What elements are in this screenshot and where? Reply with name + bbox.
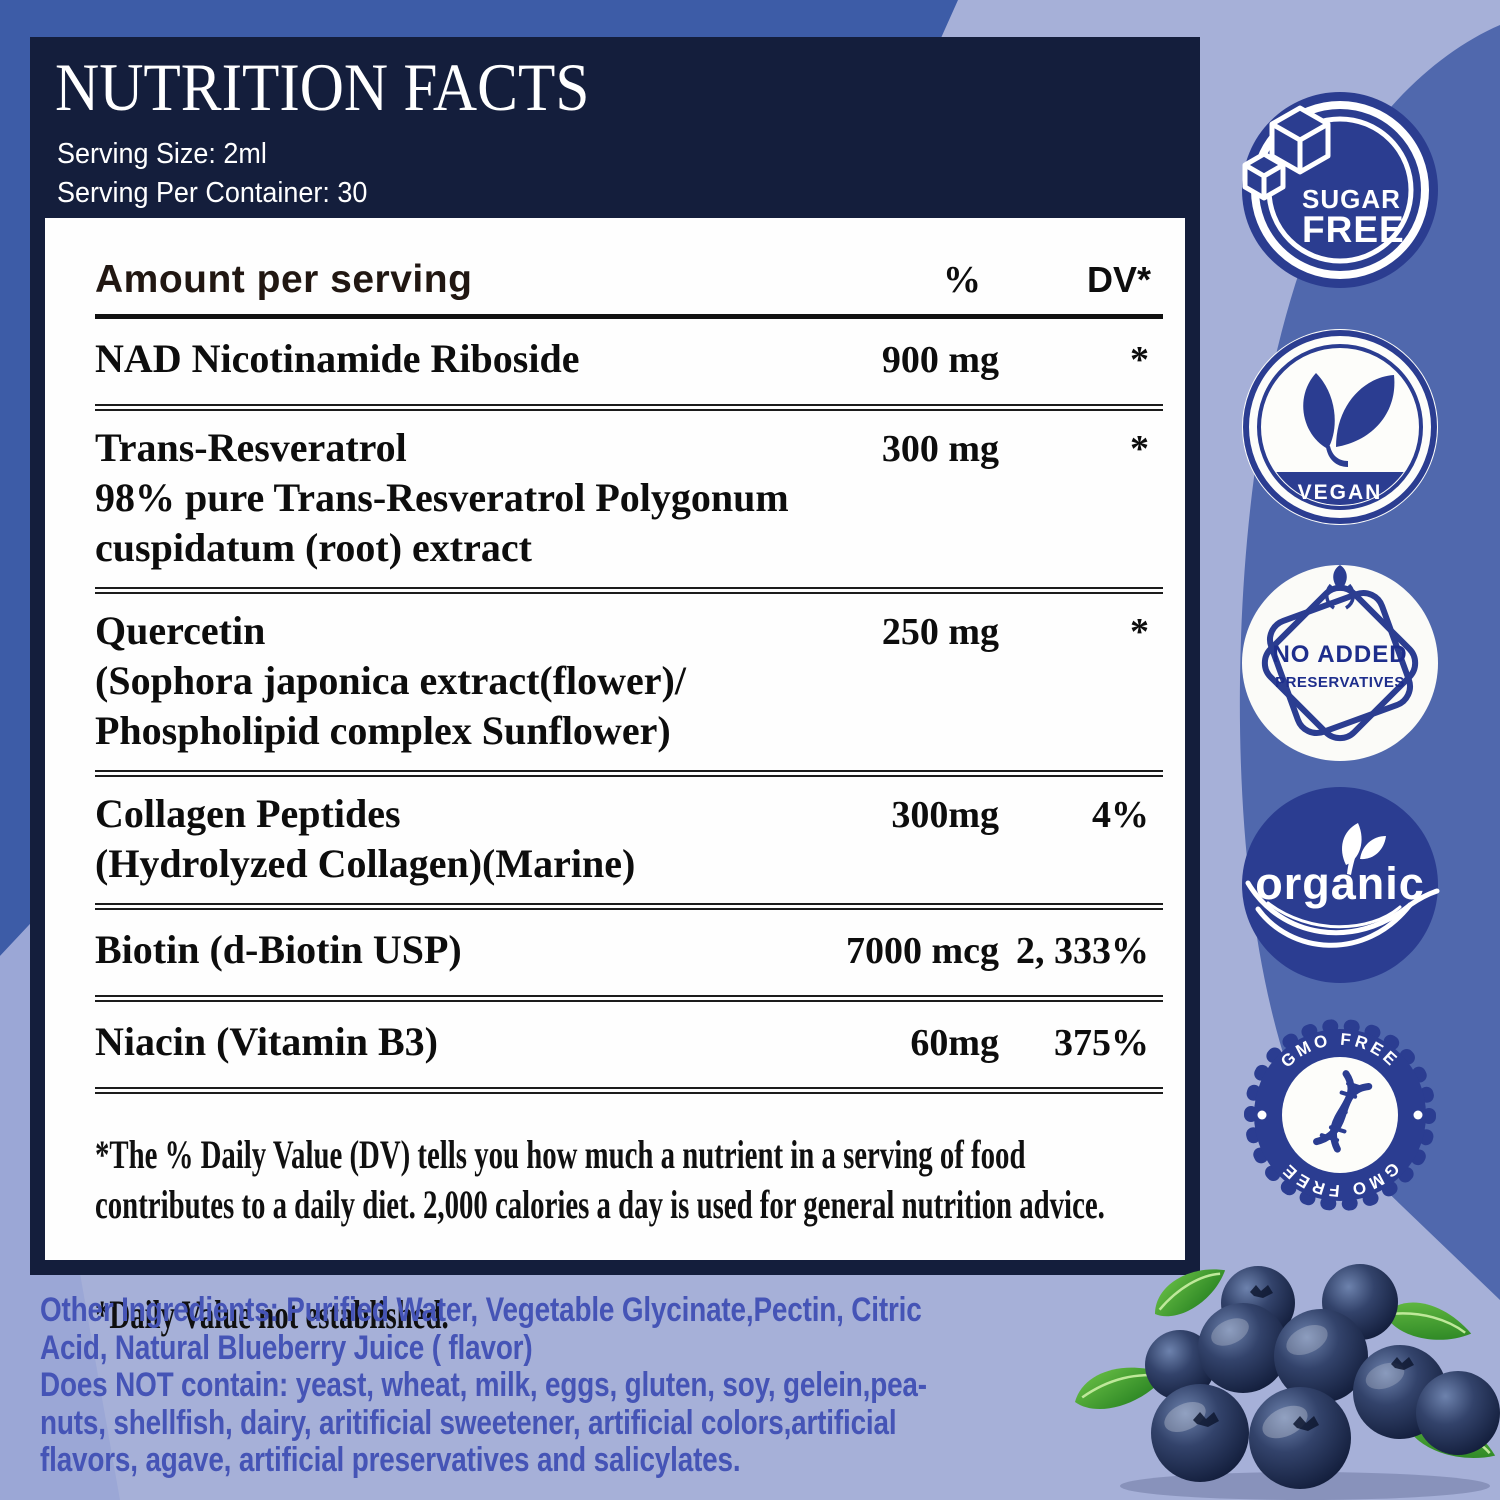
sprout-icon — [1342, 823, 1386, 875]
nutrient-amount: 300 mg — [881, 428, 999, 470]
dv-footnote-line: *The % Daily Value (DV) tells you how mu… — [95, 1132, 1026, 1177]
ingredients-line: Other Ingredients: Purified Water, Veget… — [40, 1291, 922, 1329]
leaves-icon — [1303, 373, 1395, 467]
table-row: Trans-Resveratrol 98% pure Trans-Resvera… — [95, 411, 1163, 587]
leaf-swoosh-icon — [1245, 880, 1440, 948]
nutrient-name: NAD Nicotinamide Riboside — [95, 336, 580, 381]
table-row: Quercetin (Sophora japonica extract(flow… — [95, 594, 1163, 770]
col-header-percent: % — [943, 259, 981, 301]
nutrient-name-sub: (Sophora japonica extract(flower)/ — [95, 658, 686, 703]
vegan-band — [1276, 472, 1404, 505]
nutrient-name-sub: cuspidatum (root) extract — [95, 525, 532, 570]
ingredients-line: Does NOT contain: yeast, wheat, milk, eg… — [40, 1366, 927, 1404]
nutrient-dv: * — [1130, 611, 1149, 653]
table-row: Biotin (d-Biotin USP) 7000 mcg 2, 333% — [95, 910, 1163, 995]
nutrient-dv: * — [1130, 339, 1149, 381]
divider — [95, 995, 1163, 1002]
table-row: NAD Nicotinamide Riboside 900 mg * — [95, 319, 1163, 404]
nutrient-dv: * — [1130, 428, 1149, 470]
ingredients-line: Acid, Natural Blueberry Juice ( flavor) — [40, 1328, 533, 1367]
page-title: NUTRITION FACTS — [55, 49, 590, 125]
nutrient-dv: 4% — [1092, 794, 1149, 836]
vegan-badge: VEGAN — [1242, 329, 1438, 525]
sugar-free-label-line2: FREE — [1302, 209, 1405, 250]
dna-icon — [1313, 1070, 1373, 1153]
nutrient-amount: 60mg — [910, 1022, 999, 1064]
diamond-frames — [1261, 584, 1419, 742]
ingredients-line: flavors, agave, artificial preservatives… — [40, 1441, 741, 1479]
ingredients-text: Other Ingredients: Purified Water, Veget… — [40, 1291, 1380, 1480]
dv-not-established-note: *Daily Value not established. — [95, 1290, 1163, 1340]
serving-per-container: Serving Per Container: 30 — [57, 177, 368, 209]
no-added-line1: NO ADDED — [1272, 641, 1407, 668]
nutrient-name-main: Collagen Peptides — [95, 791, 401, 836]
facts-table: Amount per serving % DV* NAD Nicotinamid… — [95, 258, 1163, 1340]
dv-footnote-line: contributes to a daily diet. 2,000 calor… — [95, 1182, 1105, 1227]
nutrient-name: Trans-Resveratrol 98% pure Trans-Resvera… — [95, 423, 793, 573]
nutrient-amount: 250 mg — [881, 611, 999, 653]
col-header-dv: DV* — [1086, 259, 1151, 300]
divider — [95, 404, 1163, 411]
divider — [95, 314, 1163, 319]
sugar-free-badge: SUGAR FREE — [1242, 92, 1438, 288]
gmo-free-badge: GMO FREE GMO FREE — [1244, 1019, 1436, 1211]
vegan-label: VEGAN — [1298, 481, 1383, 504]
table-row: Niacin (Vitamin B3) 60mg 375% — [95, 1002, 1163, 1087]
organic-label: organic — [1255, 858, 1425, 909]
organic-badge: organic — [1242, 787, 1440, 983]
nutrient-dv: 375% — [1054, 1022, 1149, 1064]
sugar-cubes-icon — [1242, 105, 1331, 201]
nutrient-amount: 900 mg — [881, 339, 999, 381]
nutrient-name-main: Quercetin — [95, 608, 266, 653]
bud-leaf-icon — [1325, 565, 1355, 610]
nutrient-dv: 2, 333% — [1016, 930, 1149, 972]
divider — [95, 903, 1163, 910]
facts-table-card: Amount per serving % DV* NAD Nicotinamid… — [45, 218, 1185, 1337]
nutrient-name: Biotin (d-Biotin USP) — [95, 927, 462, 972]
serving-size: Serving Size: 2ml — [57, 138, 267, 170]
no-added-preservatives-badge: NO ADDED PRESERVATIVES — [1242, 565, 1438, 761]
dv-footnote-line: *Daily Value not established. — [95, 1292, 449, 1337]
stamp-dot — [1413, 1110, 1423, 1120]
nutrient-amount: 7000 mcg — [845, 930, 999, 972]
col-header-amount: Amount per serving — [95, 258, 473, 301]
nutrient-name-main: Trans-Resveratrol — [95, 425, 407, 470]
nutrient-name: Quercetin (Sophora japonica extract(flow… — [95, 606, 793, 756]
dv-footnote: *The % Daily Value (DV) tells you how mu… — [95, 1130, 1163, 1230]
table-header-row: Amount per serving % DV* — [95, 258, 1163, 314]
blueberries-image — [1075, 1264, 1500, 1500]
nutrient-name-sub: (Hydrolyzed Collagen)(Marine) — [95, 841, 636, 886]
blueberry — [1145, 1264, 1500, 1489]
stamp-dot — [1257, 1110, 1267, 1120]
ingredients-line: nuts, shellfish, dairy, aritificial swee… — [40, 1403, 897, 1442]
no-added-line2: PRESERVATIVES — [1275, 674, 1405, 691]
divider — [95, 587, 1163, 594]
nutrition-panel: NUTRITION FACTS Serving Size: 2ml Servin… — [30, 37, 1200, 1337]
sugar-free-label-line1: SUGAR — [1302, 184, 1401, 214]
nutrient-name-sub: 98% pure Trans-Resveratrol Polygonum — [95, 475, 789, 520]
table-row: Collagen Peptides (Hydrolyzed Collagen)(… — [95, 777, 1163, 903]
divider — [95, 1087, 1163, 1094]
divider — [95, 770, 1163, 777]
nutrient-name-sub: Phospholipid complex Sunflower) — [95, 708, 671, 753]
nutrient-amount: 300mg — [891, 794, 999, 836]
nutrient-name: Collagen Peptides (Hydrolyzed Collagen)(… — [95, 789, 793, 889]
nutrient-name: Niacin (Vitamin B3) — [95, 1019, 438, 1064]
